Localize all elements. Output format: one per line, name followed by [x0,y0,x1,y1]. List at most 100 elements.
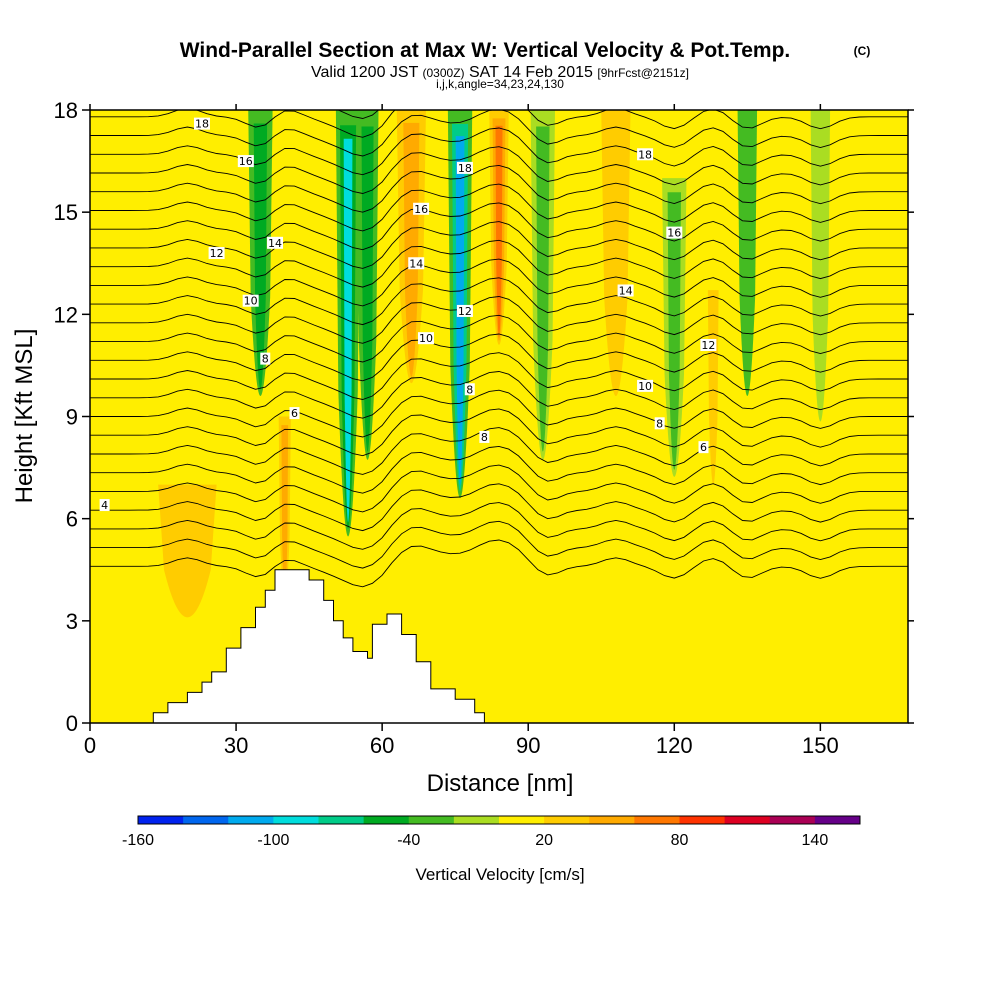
contour-label-20: 8 [656,417,663,430]
colorbar-swatch-12 [679,816,726,824]
y-tick-label-4: 12 [54,302,78,327]
contour-label-bg-18 [700,338,717,351]
velocity-feature-2-2 [343,138,353,523]
x-tick-label-3: 90 [516,733,540,758]
contour-label-bg-2 [237,155,254,168]
colorbar-swatch-13 [724,816,771,824]
x-axis-title: Distance [nm] [427,770,574,797]
chart-title-mark: (C) [854,44,871,58]
colorbar-swatch-6 [408,816,455,824]
theta-contour-7 [90,408,908,457]
contour-label-4: 14 [268,237,282,250]
theta-contour-15 [90,258,908,307]
velocity-feature-7-1 [536,126,550,452]
colorbar-swatch-0 [138,816,184,824]
y-tick-label-0: 0 [66,711,78,736]
theta-contour-17 [90,221,908,269]
theta-contour-19 [90,183,908,232]
theta-contour-4 [90,464,908,513]
velocity-feature-0-1 [253,123,268,390]
contour-label-1: 18 [195,118,209,131]
subtitle-fcst: [9hrFcst@2151z] [597,66,689,80]
theta-contour-9 [90,371,908,419]
y-tick-label-2: 6 [66,507,78,532]
colorbar-swatch-1 [183,816,229,824]
chart-subtitle-ijk: i,j,k,angle=34,23,24,130 [436,77,564,91]
y-tick-label-1: 3 [66,609,78,634]
theta-contour-10 [90,352,908,400]
x-axis: 0 30 60 90 120 150 [84,104,839,758]
contour-label-bg-17 [617,284,634,297]
x-tick-label-0: 0 [84,733,96,758]
contour-label-15: 18 [638,148,652,161]
colorbar-swatch-4 [318,816,365,824]
contour-label-bg-20 [654,417,665,430]
theta-contour-12 [90,314,908,363]
contour-label-8: 16 [414,203,428,216]
contour-label-11: 18 [458,162,472,175]
colorbar-title: Vertical Velocity [cm/s] [415,865,584,884]
contour-label-bg-9 [408,257,425,270]
contour-label-bg-19 [637,379,654,392]
y-tick-label-3: 9 [66,405,78,430]
theta-contour-5 [90,445,908,494]
chart-subtitle: Valid 1200 JST (0300Z) SAT 14 Feb 2015 [… [311,64,689,81]
colorbar-tick-label-3: 20 [535,832,553,849]
velocity-feature-4-1 [403,122,420,377]
contour-label-bg-12 [456,304,473,317]
colorbar-swatch-15 [814,816,861,824]
colorbar-swatch-10 [589,816,635,824]
velocity-feature-12-0 [810,110,831,422]
colorbar-swatch-2 [228,816,274,824]
colorbar-tick-label-5: 140 [802,832,829,849]
colorbar-swatch-7 [453,816,500,824]
subtitle-date: SAT 14 Feb 2015 [469,64,593,81]
colorbar-tick-label-1: -100 [257,832,289,849]
velocity-feature-10-1 [707,290,719,485]
colorbar-frame [137,815,861,825]
contour-label-17: 14 [619,284,633,297]
contour-label-7: 6 [291,407,298,420]
theta-contour-22 [90,127,908,176]
colorbar-swatch-3 [273,816,319,824]
velocity-feature-9-1 [667,192,681,470]
chart-title: Wind-Parallel Section at Max W: Vertical… [180,39,791,62]
theta-contour-11 [90,333,908,382]
y-axis: 0 3 6 9 12 15 18 [54,98,914,736]
contour-label-12: 12 [458,305,472,318]
contour-label-bg-13 [464,383,475,396]
contour-label-bg-11 [456,161,473,174]
velocity-feature-8-0 [601,110,631,396]
subtitle-zulu: (0300Z) [423,66,465,80]
theta-contour-16 [90,239,908,288]
contour-label-bg-7 [289,407,300,420]
contour-label-bg-5 [242,294,259,307]
contour-label-2: 16 [239,155,253,168]
theta-contour-2 [90,502,908,550]
colorbar-swatch-14 [769,816,816,824]
contour-label-bg-14 [479,430,490,443]
theta-contour-6 [90,427,908,475]
subtitle-valid: Valid 1200 JST [311,64,419,81]
theta-contour-0 [90,539,908,588]
contour-label-14: 8 [481,431,488,444]
y-tick-label-5: 15 [54,200,78,225]
plot-area: 4 18 16 12 14 10 8 6 16 14 10 18 12 8 8 18 16 14 12 10 8 6 [90,110,908,723]
terrain [152,569,485,723]
contour-label-bg-3 [208,247,225,260]
colorbar-swatch-5 [363,816,410,824]
contour-labels: 4 18 16 12 14 10 8 6 16 14 10 18 12 8 8 18 16 14 12 10 8 6 [99,117,717,512]
contour-label-0: 4 [101,499,108,512]
contour-label-16: 16 [667,227,681,240]
x-tick-label-2: 60 [370,733,394,758]
contour-label-bg-0 [99,499,110,512]
colorbar-swatch-8 [499,816,545,824]
colorbar-tick-label-0: -160 [122,832,154,849]
theta-contour-18 [90,202,908,251]
theta-contour-14 [90,277,908,326]
colorbar-swatch-9 [544,816,590,824]
velocity-feature-11-0 [737,110,758,396]
contour-label-bg-10 [417,332,434,345]
theta-contour-13 [90,296,908,344]
